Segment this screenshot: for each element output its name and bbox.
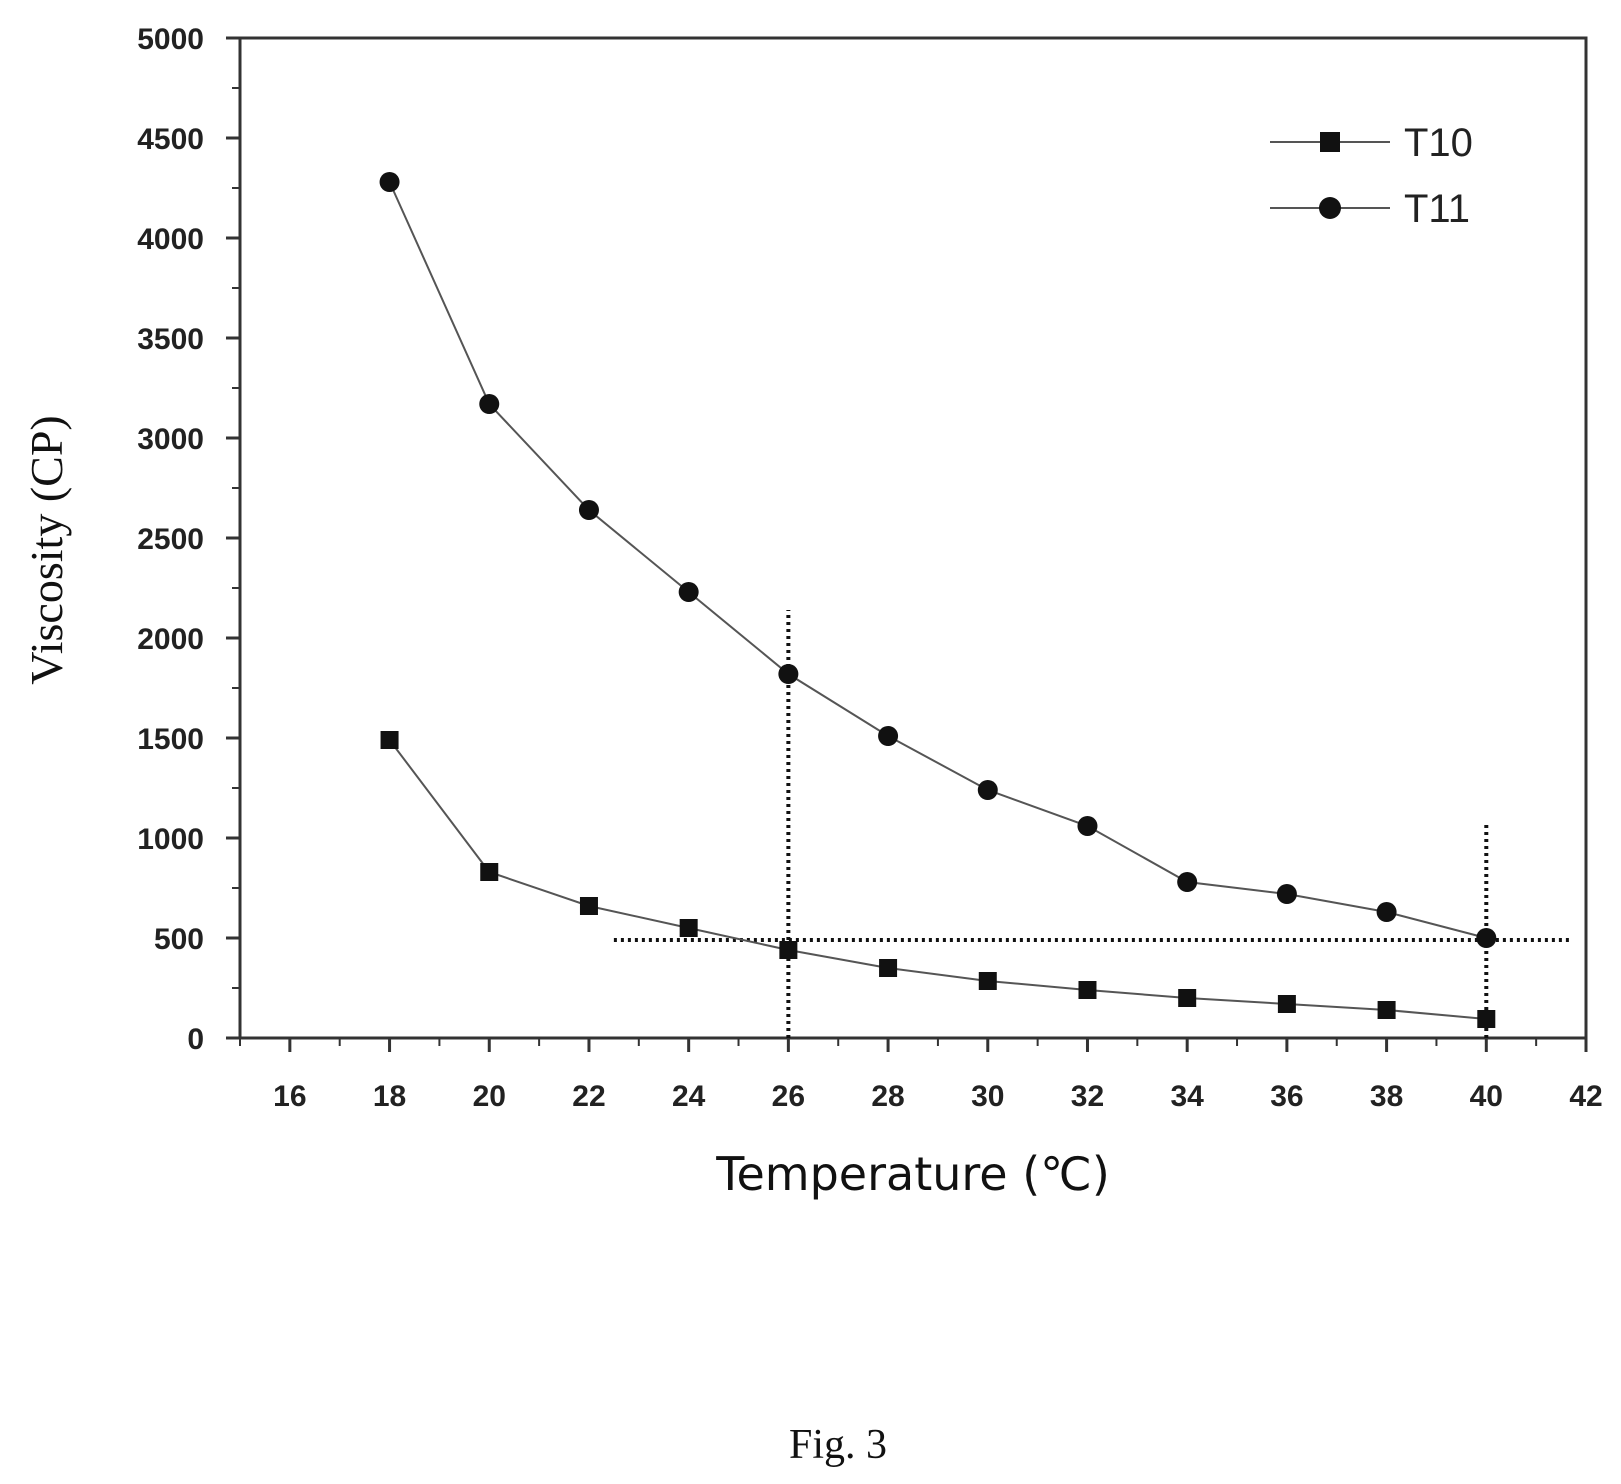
- data-point: [578, 500, 599, 520]
- series-t10: [380, 731, 1496, 1028]
- x-tick-label: 42: [1569, 1080, 1602, 1113]
- x-tick-label: 26: [772, 1080, 805, 1113]
- x-tick-label: 18: [373, 1080, 406, 1113]
- series-t11: [379, 172, 1497, 948]
- x-tick-label: 38: [1370, 1080, 1403, 1113]
- series-line: [388, 739, 1487, 1020]
- data-point: [778, 664, 799, 684]
- data-series: [379, 172, 1497, 1028]
- data-point: [1078, 981, 1097, 999]
- y-tick-label: 500: [154, 923, 204, 956]
- y-tick-label: 4500: [137, 123, 204, 156]
- data-point: [380, 731, 399, 749]
- y-axis-label: Viscosity (CP): [21, 415, 72, 684]
- y-tick-label: 3000: [137, 423, 204, 456]
- data-point: [1376, 902, 1397, 922]
- legend-marker-square: [1320, 132, 1340, 152]
- x-tick-label: 24: [672, 1080, 706, 1113]
- x-tick-label: 34: [1170, 1080, 1204, 1113]
- x-tick-label: 20: [473, 1080, 506, 1113]
- y-tick-label: 4000: [137, 223, 204, 256]
- data-point: [480, 863, 499, 881]
- x-tick-label: 30: [971, 1080, 1004, 1113]
- x-tick-label: 32: [1071, 1080, 1104, 1113]
- legend-label: T11: [1404, 187, 1470, 231]
- legend: T10 T11: [1270, 121, 1473, 231]
- data-point: [1276, 884, 1297, 904]
- data-point: [679, 919, 698, 937]
- x-tick-label: 16: [273, 1080, 306, 1113]
- data-point: [977, 780, 998, 800]
- data-point: [579, 897, 598, 915]
- x-tick-label: 36: [1270, 1080, 1303, 1113]
- legend-entry: T10: [1270, 121, 1473, 165]
- legend-label: T10: [1404, 121, 1473, 165]
- data-point: [878, 726, 899, 746]
- x-tick-label: 22: [572, 1080, 605, 1113]
- y-tick-label: 2500: [137, 523, 204, 556]
- data-point: [1277, 995, 1296, 1013]
- x-axis-label: Temperature (℃): [715, 1147, 1110, 1201]
- plot-frame: [238, 36, 1588, 1040]
- data-point: [479, 394, 500, 414]
- y-tick-label: 0: [187, 1023, 204, 1056]
- data-point: [1178, 989, 1197, 1007]
- data-point: [379, 172, 400, 192]
- y-tick-label: 2000: [137, 623, 204, 656]
- data-point: [978, 972, 997, 990]
- y-tick-label: 1000: [137, 823, 204, 856]
- data-point: [678, 582, 699, 602]
- legend-entry: T11: [1270, 187, 1470, 231]
- x-tick-label: 40: [1470, 1080, 1503, 1113]
- data-point: [779, 941, 798, 959]
- y-tick-label: 1500: [137, 723, 204, 756]
- data-point: [1477, 1010, 1496, 1028]
- data-point: [1077, 816, 1098, 836]
- x-tick-label: 28: [871, 1080, 904, 1113]
- legend-marker-circle: [1319, 197, 1341, 219]
- y-tick-label: 3500: [137, 323, 204, 356]
- axis-ticks: 16 18 20 22 24 26 28 30 32 34 36 38 40 42 0 500 1000 1500…: [137, 23, 1602, 1113]
- data-point: [1377, 1001, 1396, 1019]
- series-line: [388, 181, 1487, 939]
- data-point: [879, 959, 898, 977]
- data-point: [1177, 872, 1198, 892]
- data-point: [1476, 928, 1497, 948]
- y-tick-label: 5000: [137, 23, 204, 56]
- figure-caption: Fig. 3: [789, 1422, 887, 1468]
